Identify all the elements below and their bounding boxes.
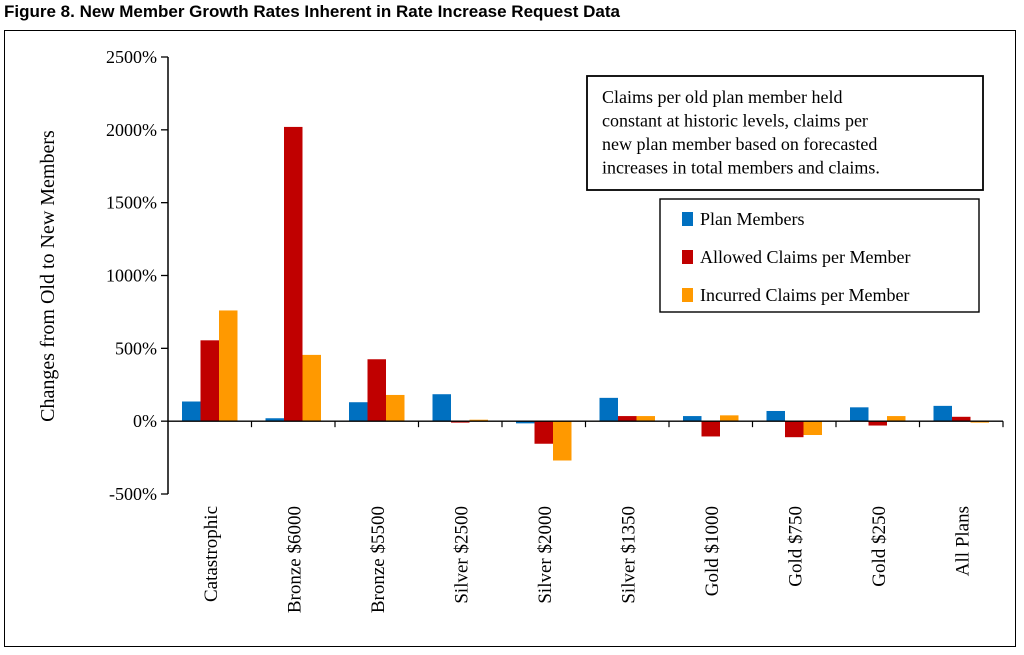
bar [516,421,535,424]
bar [599,397,618,422]
bar [534,421,553,444]
bar [265,418,284,422]
bar [451,421,470,423]
bar [803,421,822,436]
legend: Plan Members Allowed Claims per Member Inc… [659,198,980,313]
y-tick-label: 500% [115,338,157,358]
bar [367,359,386,422]
x-tick-label: Bronze $6000 [284,506,305,613]
bars [182,126,989,461]
bar [618,416,637,422]
bar [868,421,887,426]
bar [933,405,952,422]
svg-text:Claims per old plan member hel: Claims per old plan member held constant … [602,87,880,178]
y-tick-label: -500% [109,484,157,504]
y-tick-label: 2500% [106,47,157,67]
bar [219,310,238,422]
bar [952,416,971,422]
x-tick-label: Gold $750 [785,506,806,587]
chart-frame [4,30,1016,647]
y-axis-label: Changes from Old to New Members [37,130,59,422]
x-tick-label: Silver $2500 [451,506,472,604]
bar [766,410,785,422]
bar [553,421,572,461]
x-tick-label: Gold $1000 [702,506,723,596]
bar [785,421,804,438]
bar [182,401,201,422]
y-tick-label: 1500% [106,193,157,213]
figure-title: Figure 8. New Member Growth Rates Inhere… [4,2,620,21]
annotation-line: new plan member based on forecasted [602,134,877,154]
legend-swatch [682,288,693,302]
legend-label: Allowed Claims per Member [700,247,910,267]
bar [701,421,720,437]
bar [284,126,303,422]
legend-label: Incurred Claims per Member [700,285,909,305]
bar [720,415,739,422]
x-tick-label: All Plans [952,506,973,576]
legend-swatch [682,250,693,264]
y-tick-label: 0% [133,411,157,431]
annotation-box: Claims per old plan member held constant … [586,75,984,191]
bar [469,419,488,422]
x-tick-label: Silver $2000 [535,506,556,604]
annotation-line: constant at historic levels, claims per [602,111,868,131]
x-tick-label: Gold $250 [869,506,890,587]
bar [386,394,405,422]
annotation-line: increases in total members and claims. [602,158,880,178]
x-axis: Catastrophic Bronze $6000 Bronze $5500 Silv… [168,420,1004,613]
bar [432,394,451,422]
bar [636,416,655,422]
y-tick-label: 2000% [106,120,157,140]
bar [683,416,702,422]
bar [970,421,989,423]
y-tick-label: 1000% [106,266,157,286]
bar [887,416,906,422]
bar [302,354,321,422]
y-axis: -500% 0% 500% 1000% 1500% 2000% 2500% [106,47,169,504]
legend-label: Plan Members [700,209,804,229]
legend-swatch [682,212,693,226]
bar [349,402,368,422]
annotation-line: Claims per old plan member held [602,87,842,107]
bar [850,407,869,422]
x-tick-label: Catastrophic [201,506,222,602]
x-tick-label: Silver $1350 [618,506,639,604]
x-tick-label: Bronze $5500 [368,506,389,613]
bar [200,340,219,422]
